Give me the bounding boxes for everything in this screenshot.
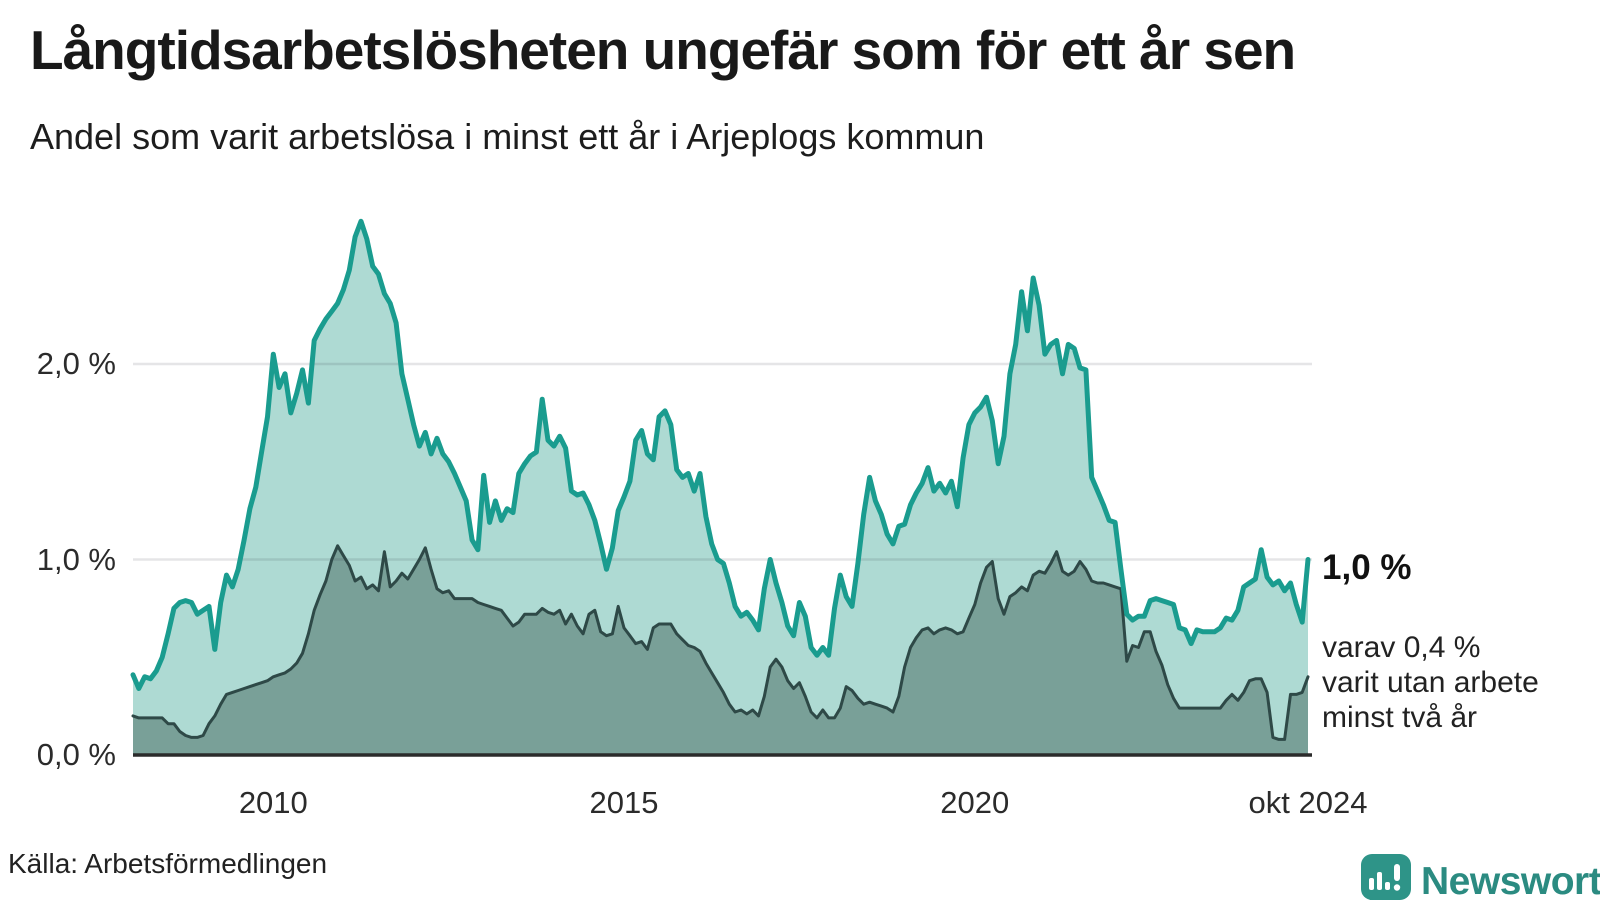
newsworthy-wordmark: Newsworthy [1421, 860, 1600, 900]
end-annotation: varav 0,4 % varit utan arbete minst två … [1322, 631, 1539, 734]
page-title: Långtidsarbetslösheten ungefär som för e… [30, 19, 1296, 81]
y-tick-label: 2,0 % [36, 346, 116, 381]
x-tick-label: 2010 [238, 785, 308, 820]
x-tick-label: okt 2024 [1248, 785, 1368, 820]
newsworthy-logo-icon [1361, 854, 1411, 900]
end-value-label: 1,0 % [1322, 548, 1412, 587]
page-subtitle: Andel som varit arbetslösa i minst ett å… [30, 116, 985, 157]
x-tick-label: 2020 [940, 785, 1010, 820]
y-tick-label: 1,0 % [36, 541, 116, 577]
source-text: Källa: Arbetsförmedlingen [8, 848, 328, 879]
y-tick-label: 0,0 % [36, 737, 116, 772]
x-tick-label: 2015 [589, 785, 659, 820]
logo-barchart-icon [1369, 864, 1401, 891]
